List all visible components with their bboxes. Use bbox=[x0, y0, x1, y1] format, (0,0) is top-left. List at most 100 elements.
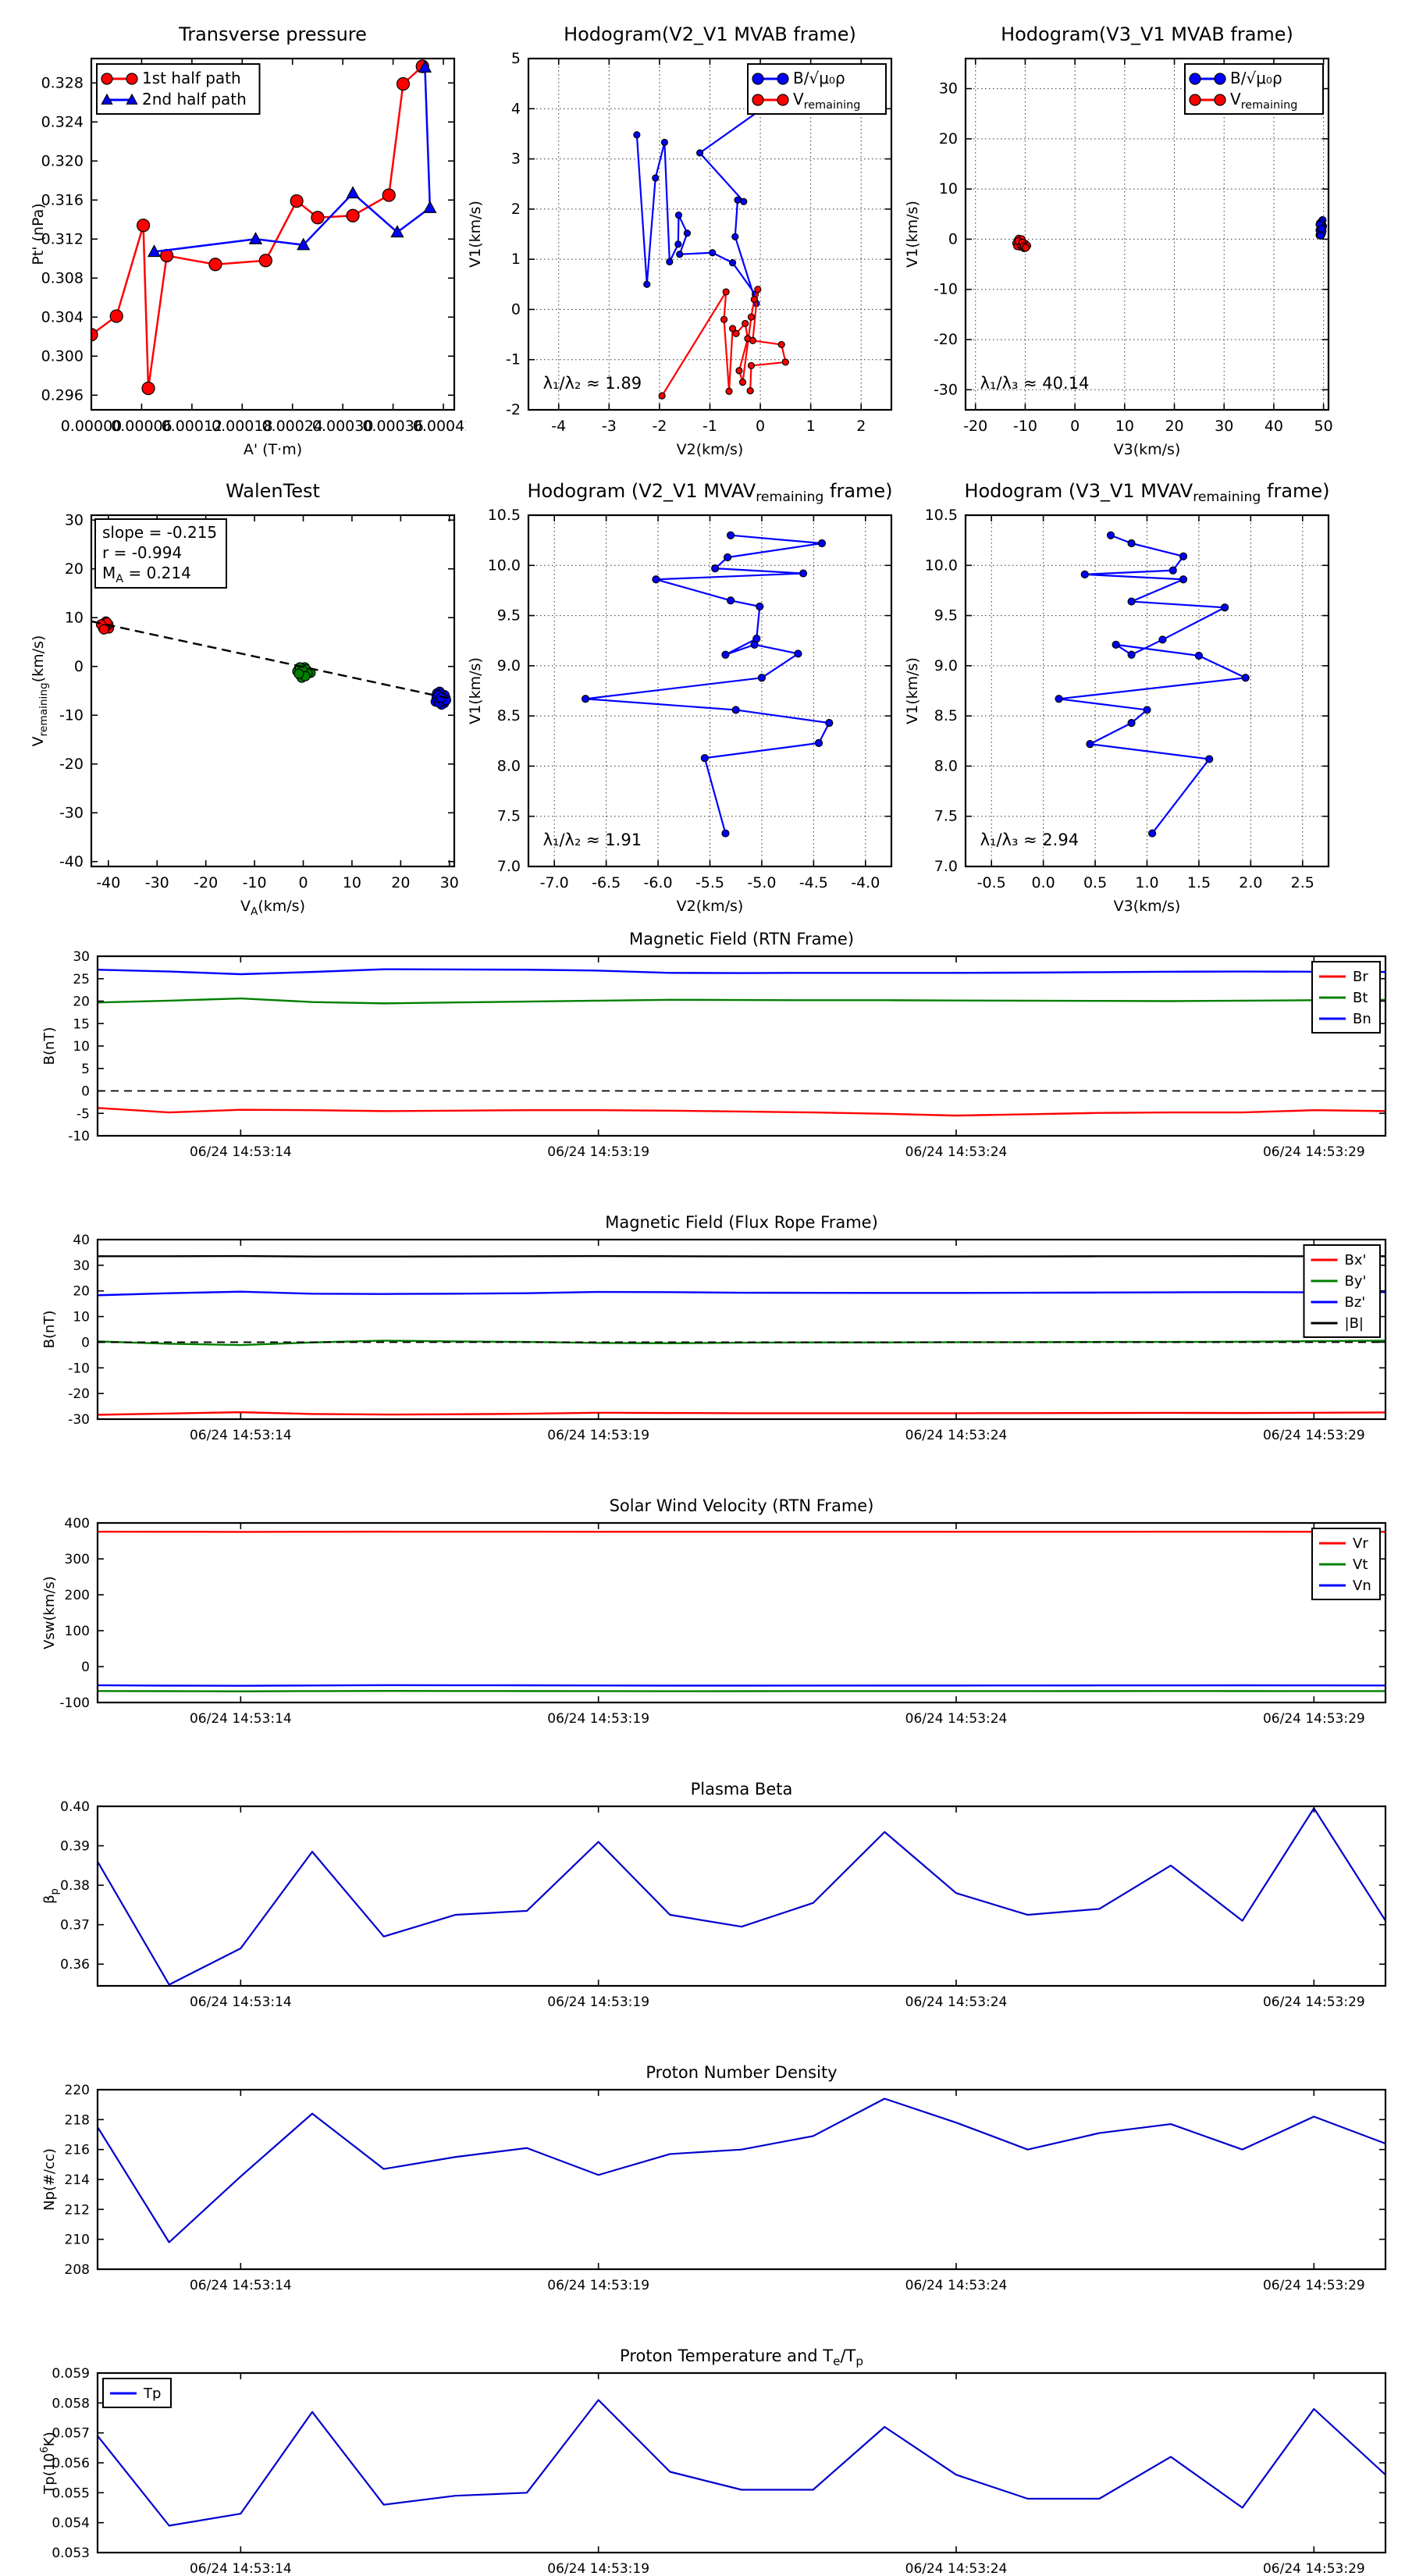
series-Bx' bbox=[98, 1411, 1385, 1416]
walen-test-svg: -40 -30 -20 -10 0 10 20 30 -40 -30 -20 -10 0 10 20 30 Wa… bbox=[30, 480, 459, 918]
svg-text:06/24 14:53:29: 06/24 14:53:29 bbox=[1263, 1428, 1365, 1443]
series-|B| bbox=[98, 1254, 1385, 1258]
svg-text:2: 2 bbox=[511, 201, 521, 218]
series-Np bbox=[98, 2097, 1385, 2243]
series-Vt bbox=[98, 1689, 1385, 1692]
svg-text:06/24 14:53:19: 06/24 14:53:19 bbox=[547, 2561, 649, 2576]
svg-text:1: 1 bbox=[806, 418, 816, 435]
svg-text:10.0: 10.0 bbox=[925, 557, 958, 574]
chart-title: Plasma Beta bbox=[691, 1780, 793, 1799]
svg-text:Vt: Vt bbox=[1353, 1557, 1368, 1573]
svg-text:-40: -40 bbox=[59, 853, 84, 870]
svg-text:-20: -20 bbox=[934, 331, 958, 348]
magnetic-field-flux-rope-svg: 06/24 14:53:14 06/24 14:53:19 06/24 14:53:… bbox=[41, 1213, 1387, 1443]
svg-text:208: 208 bbox=[65, 2262, 90, 2278]
svg-text:0.056: 0.056 bbox=[52, 2456, 90, 2471]
svg-text:0.36: 0.36 bbox=[60, 1957, 90, 1973]
y-axis-label: Vremaining(km/s) bbox=[30, 635, 50, 747]
svg-text:0: 0 bbox=[74, 658, 84, 675]
svg-text:9.0: 9.0 bbox=[497, 657, 521, 674]
svg-text:Vn: Vn bbox=[1353, 1578, 1371, 1594]
svg-text:8.5: 8.5 bbox=[934, 707, 958, 724]
svg-text:MA = 0.214: MA = 0.214 bbox=[102, 564, 191, 585]
svg-text:0.324: 0.324 bbox=[41, 113, 84, 130]
legend: Br Bt Bn bbox=[1311, 961, 1381, 1034]
svg-text:220: 220 bbox=[65, 2083, 90, 2098]
svg-text:20: 20 bbox=[73, 994, 90, 1010]
svg-text:-2: -2 bbox=[506, 401, 521, 418]
svg-text:Bx': Bx' bbox=[1345, 1252, 1367, 1268]
axes-frame bbox=[96, 2088, 1387, 2271]
series-group bbox=[98, 1254, 1385, 1416]
svg-text:06/24 14:53:29: 06/24 14:53:29 bbox=[1263, 1994, 1365, 2010]
svg-text:06/24 14:53:14: 06/24 14:53:14 bbox=[190, 1144, 292, 1160]
svg-text:10: 10 bbox=[343, 874, 361, 891]
svg-text:-1: -1 bbox=[702, 418, 717, 435]
svg-text:06/24 14:53:24: 06/24 14:53:24 bbox=[905, 1994, 1008, 2010]
svg-text:Vremaining: Vremaining bbox=[793, 90, 860, 112]
svg-text:06/24 14:53:14: 06/24 14:53:14 bbox=[190, 2278, 292, 2293]
svg-text:30: 30 bbox=[440, 874, 459, 891]
svg-text:30: 30 bbox=[73, 1258, 90, 1274]
fit-line bbox=[91, 620, 455, 701]
chart-title: Hodogram(V3_V1 MVAB frame) bbox=[1001, 23, 1293, 45]
grid bbox=[528, 514, 891, 867]
svg-text:Vr: Vr bbox=[1353, 1535, 1368, 1552]
svg-text:400: 400 bbox=[65, 1516, 90, 1532]
svg-text:0.0: 0.0 bbox=[1032, 874, 1055, 891]
svg-text:0: 0 bbox=[511, 301, 521, 318]
svg-text:-30: -30 bbox=[934, 381, 958, 398]
svg-text:1.0: 1.0 bbox=[1135, 874, 1158, 891]
svg-text:8.5: 8.5 bbox=[497, 707, 521, 724]
svg-text:9.0: 9.0 bbox=[934, 657, 958, 674]
ticks: 06/24 14:53:14 06/24 14:53:19 06/24 14:53:… bbox=[60, 1799, 1385, 2010]
svg-text:Br: Br bbox=[1353, 969, 1368, 985]
series-Tp bbox=[98, 2399, 1385, 2527]
series-B path bbox=[581, 531, 834, 838]
axes-frame bbox=[964, 57, 1330, 411]
grid bbox=[966, 514, 1329, 867]
svg-text:06/24 14:53:19: 06/24 14:53:19 bbox=[547, 1994, 649, 2010]
annotation: λ₁/λ₂ ≈ 1.91 bbox=[543, 831, 642, 849]
series-Bz' bbox=[98, 1290, 1385, 1297]
svg-text:0.308: 0.308 bbox=[41, 269, 84, 286]
ticks: -20 -10 0 10 20 30 40 50 -30 -20 -10 0 10 20 30 bbox=[934, 59, 1333, 435]
svg-text:20: 20 bbox=[939, 130, 958, 148]
svg-text:06/24 14:53:24: 06/24 14:53:24 bbox=[905, 1711, 1008, 1727]
annotation: λ₁/λ₂ ≈ 1.89 bbox=[543, 374, 642, 393]
panel-magnetic-field-rtn: 06/24 14:53:14 06/24 14:53:19 06/24 14:53:… bbox=[27, 921, 1397, 1187]
axes-frame bbox=[90, 514, 456, 868]
series-2nd half path bbox=[147, 59, 437, 258]
svg-text:218: 218 bbox=[65, 2112, 90, 2128]
legend: B/√μ₀ρ Vremaining bbox=[747, 63, 887, 115]
svg-text:06/24 14:53:19: 06/24 14:53:19 bbox=[547, 1144, 649, 1160]
svg-text:0.053: 0.053 bbox=[52, 2546, 90, 2561]
svg-text:8.0: 8.0 bbox=[934, 757, 958, 774]
svg-text:30: 30 bbox=[939, 80, 958, 98]
svg-text:-10: -10 bbox=[934, 281, 958, 298]
svg-text:0.058: 0.058 bbox=[52, 2396, 90, 2411]
svg-text:214: 214 bbox=[65, 2172, 90, 2188]
svg-text:-0.5: -0.5 bbox=[977, 874, 1006, 891]
legend: Bx' By' Bz' |B| bbox=[1303, 1244, 1381, 1338]
svg-text:10.0: 10.0 bbox=[488, 557, 521, 574]
svg-text:-20: -20 bbox=[194, 874, 218, 891]
ticks: -7.0 -6.5 -6.0 -5.5 -5.0 -4.5 -4.0 7.0 7.5 8.0 8.5… bbox=[488, 507, 891, 891]
svg-text:06/24 14:53:24: 06/24 14:53:24 bbox=[905, 1144, 1008, 1160]
svg-text:06/24 14:53:24: 06/24 14:53:24 bbox=[905, 1428, 1008, 1443]
svg-text:06/24 14:53:19: 06/24 14:53:19 bbox=[547, 1711, 649, 1727]
svg-text:7.5: 7.5 bbox=[497, 808, 521, 825]
svg-text:25: 25 bbox=[73, 972, 90, 987]
y-axis-label: Tp(106K) bbox=[39, 2432, 58, 2494]
panel-walen-test: -40 -30 -20 -10 0 10 20 30 -40 -30 -20 -10 0 10 20 30 Wa… bbox=[21, 464, 466, 921]
svg-text:-10: -10 bbox=[68, 1361, 90, 1376]
svg-text:-6.5: -6.5 bbox=[592, 874, 621, 891]
series-group bbox=[633, 98, 789, 400]
x-axis-label: V2(km/s) bbox=[677, 898, 744, 915]
svg-text:0.00030: 0.00030 bbox=[312, 418, 374, 435]
svg-text:06/24 14:53:19: 06/24 14:53:19 bbox=[547, 2278, 649, 2293]
svg-text:20: 20 bbox=[391, 874, 410, 891]
svg-text:300: 300 bbox=[65, 1552, 90, 1567]
x-axis-label: V3(km/s) bbox=[1114, 898, 1181, 915]
